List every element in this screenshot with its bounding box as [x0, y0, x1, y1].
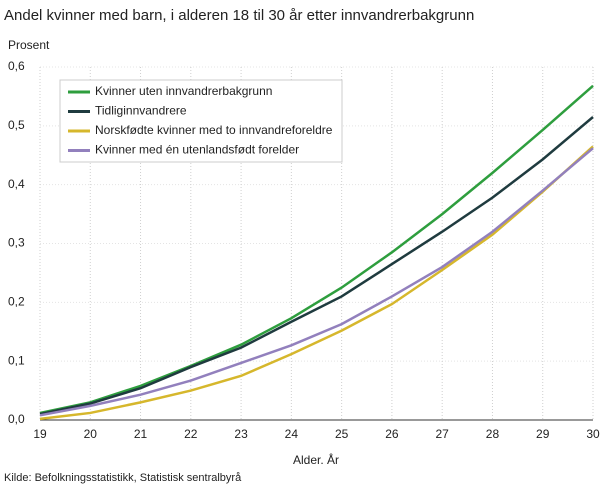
y-tick-label: 0,5: [8, 118, 25, 132]
x-tick-label: 24: [285, 427, 299, 441]
legend-label: Norskfødte kvinner med to innvandreforel…: [95, 123, 333, 137]
legend-label: Kvinner uten innvandrerbakgrunn: [95, 84, 272, 98]
y-tick-label: 0,1: [8, 353, 25, 367]
x-tick-label: 26: [385, 427, 399, 441]
y-tick-label: 0,0: [8, 412, 25, 426]
x-tick-label: 29: [536, 427, 550, 441]
line-series: [39, 145, 594, 421]
x-axis-title: Alder. År: [293, 452, 339, 467]
x-tick-label: 25: [335, 427, 349, 441]
x-tick-label: 21: [134, 427, 148, 441]
x-tick-label: 20: [84, 427, 98, 441]
x-tick-label: 28: [486, 427, 500, 441]
line-series: [39, 84, 594, 415]
legend-label: Kvinner med én utenlandsfødt forelder: [95, 143, 299, 157]
x-tick-label: 30: [586, 427, 600, 441]
legend-box: [59, 79, 343, 163]
line-series: [39, 116, 594, 416]
y-tick-label: 0,2: [8, 295, 25, 309]
chart-title: Andel kvinner med barn, i alderen 18 til…: [4, 7, 474, 24]
line-series: [39, 147, 594, 417]
source: Kilde: Befolkningsstatistikk, Statistisk…: [4, 472, 242, 484]
x-tick-label: 23: [234, 427, 248, 441]
legend-label: Tidliginnvandrere: [95, 104, 187, 118]
y-tick-label: 0,3: [8, 236, 25, 250]
x-tick-label: 22: [184, 427, 198, 441]
y-tick-label: 0,4: [8, 177, 25, 191]
x-tick-label: 19: [33, 427, 47, 441]
y-tick-label: 0,6: [8, 59, 25, 73]
x-tick-label: 27: [436, 427, 450, 441]
y-axis-title: Prosent: [8, 38, 50, 52]
